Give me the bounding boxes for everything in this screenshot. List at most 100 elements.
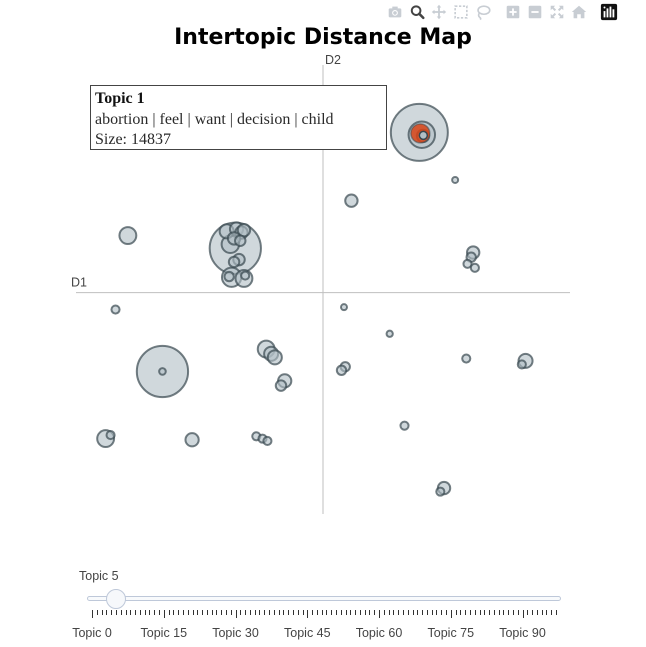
slider-tick: [359, 610, 361, 615]
slider-tick: [120, 610, 122, 615]
slider-tick: [379, 610, 380, 618]
slider-tick: [192, 610, 194, 615]
topic-bubble[interactable]: [266, 349, 283, 366]
zoom-in-button[interactable]: [502, 2, 524, 22]
slider-rail[interactable]: [87, 596, 561, 601]
slider-tick: [512, 610, 514, 615]
slider-tick: [106, 610, 108, 615]
slider-tick: [182, 610, 184, 615]
slider-tick: [96, 610, 98, 615]
slider-tick: [221, 610, 223, 615]
slider-tick: [307, 610, 309, 618]
slider-tick: [489, 610, 490, 615]
plotly-logo-button[interactable]: [598, 2, 620, 22]
slider-tick: [197, 610, 199, 615]
slider-tick: [159, 610, 160, 615]
slider-step-label[interactable]: Topic 0: [72, 626, 112, 640]
slider-tick: [321, 610, 323, 615]
slider-tick: [331, 610, 333, 615]
lasso-select-button[interactable]: [472, 2, 494, 22]
slider-step-label[interactable]: Topic 60: [355, 626, 403, 640]
box-select-button[interactable]: [450, 2, 472, 22]
topic-bubble[interactable]: [227, 255, 241, 269]
slider-tick: [292, 610, 294, 615]
slider-tick: [393, 610, 395, 615]
slider-tick: [517, 610, 519, 615]
slider-tick: [225, 610, 227, 615]
topic-bubble[interactable]: [399, 420, 410, 431]
slider-step-label[interactable]: Topic 15: [140, 626, 188, 640]
zoom-out-button[interactable]: [524, 2, 546, 22]
topic-bubble[interactable]: [262, 435, 273, 447]
topic-bubble[interactable]: [223, 270, 235, 283]
topic-bubble[interactable]: [158, 367, 167, 376]
slider-step-label[interactable]: Topic 45: [284, 626, 331, 640]
slider-tick: [168, 610, 170, 615]
modebar: [384, 2, 620, 22]
slider-tick: [297, 610, 299, 615]
slider-handle[interactable]: [105, 589, 126, 609]
tooltip-words: abortion | feel | want | decision | chil…: [95, 110, 334, 128]
slider-ticks: [0, 610, 646, 622]
slider-step-label[interactable]: Topic 30: [212, 626, 259, 640]
pan-button[interactable]: [428, 2, 450, 22]
slider-tick: [484, 610, 486, 615]
slider-tick: [450, 610, 452, 618]
pan-icon: [431, 4, 447, 20]
d1-axis-label: D1: [71, 276, 87, 290]
slider-tick: [125, 610, 127, 615]
slider-tick: [388, 610, 390, 615]
slider-tick: [264, 610, 266, 615]
slider-tick: [465, 610, 467, 615]
zoom-icon: [410, 5, 425, 20]
slider-tick: [374, 610, 376, 615]
autoscale-icon: [550, 5, 564, 19]
topic-bubble[interactable]: [461, 353, 472, 364]
topic-bubble[interactable]: [335, 364, 348, 376]
topic-bubble[interactable]: [516, 359, 527, 370]
topic-bubbles[interactable]: [96, 102, 534, 497]
topic-bubble[interactable]: [274, 379, 288, 392]
topic-bubble[interactable]: [385, 329, 394, 338]
slider-tick: [173, 610, 175, 615]
topic-bubble[interactable]: [234, 234, 247, 247]
topic-bubble[interactable]: [105, 430, 116, 441]
slider-step-label[interactable]: Topic 75: [427, 626, 475, 640]
topic-bubble[interactable]: [184, 432, 200, 448]
slider-tick: [431, 610, 433, 615]
reset-axes-button[interactable]: [568, 2, 590, 22]
slider-tick: [493, 610, 495, 615]
topic-bubble[interactable]: [462, 258, 473, 269]
slider-step-label[interactable]: Topic 90: [499, 626, 546, 640]
slider-tick: [522, 610, 524, 618]
autoscale-button[interactable]: [546, 2, 568, 22]
slider-tick: [202, 610, 203, 615]
slider-tick: [364, 610, 366, 615]
scatter-plot[interactable]: D1 D2: [0, 0, 646, 560]
slider-tick: [498, 610, 500, 615]
slider-tick: [383, 610, 385, 615]
slider-tick: [460, 610, 462, 615]
camera-button[interactable]: [384, 2, 406, 22]
topic-bubble[interactable]: [339, 303, 348, 312]
d2-axis-label: D2: [325, 53, 341, 67]
zoom-button[interactable]: [406, 2, 428, 22]
topic-bubble[interactable]: [344, 193, 359, 208]
topic-bubble[interactable]: [451, 175, 460, 184]
reset-axes-icon: [571, 5, 587, 19]
topic-bubble[interactable]: [469, 262, 480, 273]
slider-tick: [536, 610, 538, 615]
slider-tick: [402, 610, 404, 615]
zoom-in-icon: [506, 5, 520, 19]
slider-tick: [115, 610, 117, 615]
slider-tick: [474, 610, 476, 615]
slider-tick: [139, 610, 141, 615]
slider-tick: [446, 610, 447, 615]
topic-bubble[interactable]: [118, 226, 138, 245]
topic-slider[interactable]: Topic 5 Topic 0 Topic 15 Topic 30 Topic 45 T…: [0, 560, 646, 647]
slider-tick: [532, 610, 534, 615]
topic-bubble[interactable]: [240, 270, 251, 281]
topic-bubble[interactable]: [435, 486, 446, 497]
slider-tick: [149, 610, 151, 615]
topic-bubble[interactable]: [110, 304, 121, 315]
